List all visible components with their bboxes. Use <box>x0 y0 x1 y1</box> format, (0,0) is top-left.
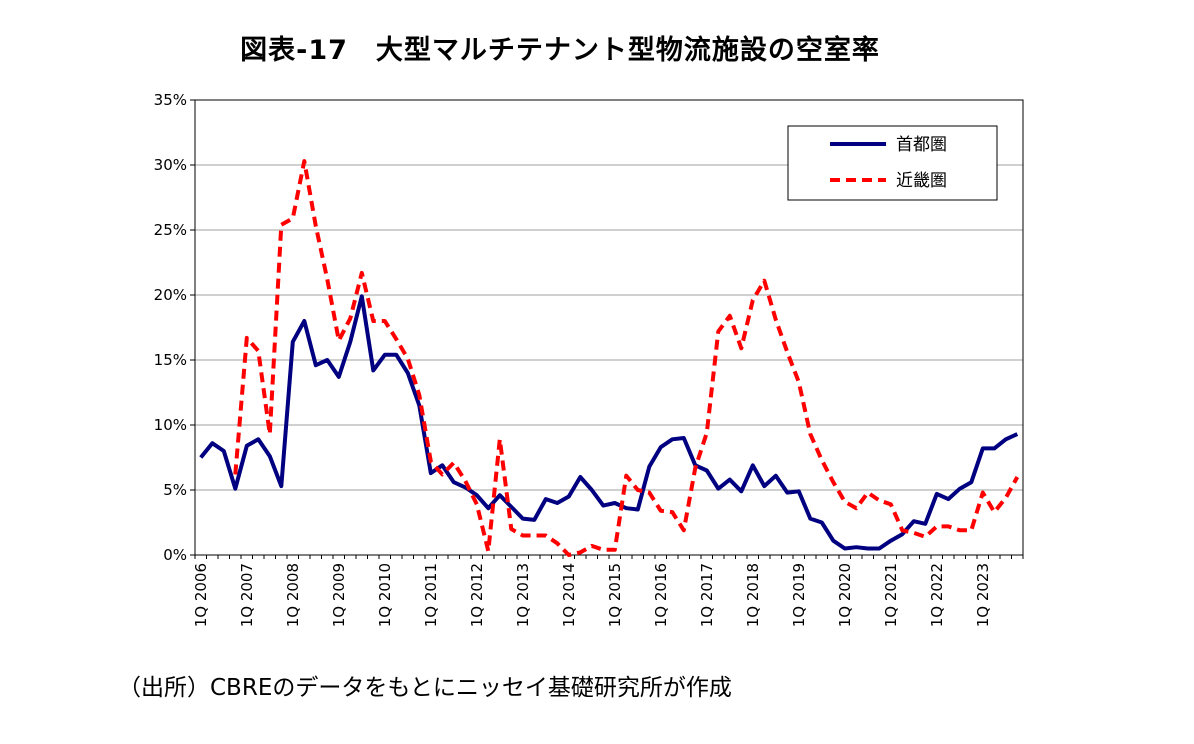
y-tick-label: 0% <box>163 546 187 564</box>
legend-label-shutoken: 首都圏 <box>896 135 947 155</box>
x-tick-label: 1Q 2007 <box>238 563 256 627</box>
x-tick-label: 1Q 2016 <box>652 563 670 627</box>
y-tick-label: 10% <box>154 416 187 434</box>
legend-box <box>787 125 998 201</box>
x-tick-label: 1Q 2006 <box>192 563 210 627</box>
x-tick-label: 1Q 2013 <box>514 563 532 627</box>
x-tick-label: 1Q 2012 <box>468 563 486 627</box>
y-tick-label: 30% <box>154 156 187 174</box>
x-tick-label: 1Q 2021 <box>882 563 900 627</box>
y-tick-label: 5% <box>163 481 187 499</box>
x-tick-label: 1Q 2014 <box>560 563 578 627</box>
x-tick-label: 1Q 2017 <box>698 563 716 627</box>
x-tick-label: 1Q 2015 <box>606 563 624 627</box>
x-tick-label: 1Q 2022 <box>928 563 946 627</box>
series-line-kinki <box>233 159 1020 557</box>
x-tick-label: 1Q 2010 <box>376 563 394 627</box>
legend: 首都圏 近畿圏 <box>787 125 998 201</box>
series-lines <box>199 159 1020 557</box>
x-tick-label: 1Q 2020 <box>836 563 854 627</box>
source-note: （出所）CBREのデータをもとにニッセイ基礎研究所が作成 <box>118 675 732 701</box>
x-tick-label: 1Q 2011 <box>422 563 440 627</box>
x-tick-label: 1Q 2009 <box>330 563 348 627</box>
x-tick-label: 1Q 2018 <box>744 563 762 627</box>
y-tick-label: 25% <box>154 221 187 239</box>
gridlines <box>195 164 1023 491</box>
x-tick-label: 1Q 2023 <box>974 563 992 627</box>
x-axis: 1Q 2006 1Q 2007 1Q 2008 1Q 2009 1Q 2010 1Q 20… <box>192 555 1024 627</box>
x-tick-label: 1Q 2008 <box>284 563 302 627</box>
y-tick-label: 20% <box>154 286 187 304</box>
legend-label-kinki: 近畿圏 <box>896 171 947 191</box>
y-axis: 0% 5% 10% 15% 20% 25% 30% 35% <box>154 91 195 564</box>
series-line-shutoken <box>199 294 1019 551</box>
y-tick-label: 15% <box>154 351 187 369</box>
chart-title: 図表-17 大型マルチテナント型物流施設の空室率 <box>240 35 880 66</box>
x-tick-label: 1Q 2019 <box>790 563 808 627</box>
y-tick-label: 35% <box>154 91 187 109</box>
